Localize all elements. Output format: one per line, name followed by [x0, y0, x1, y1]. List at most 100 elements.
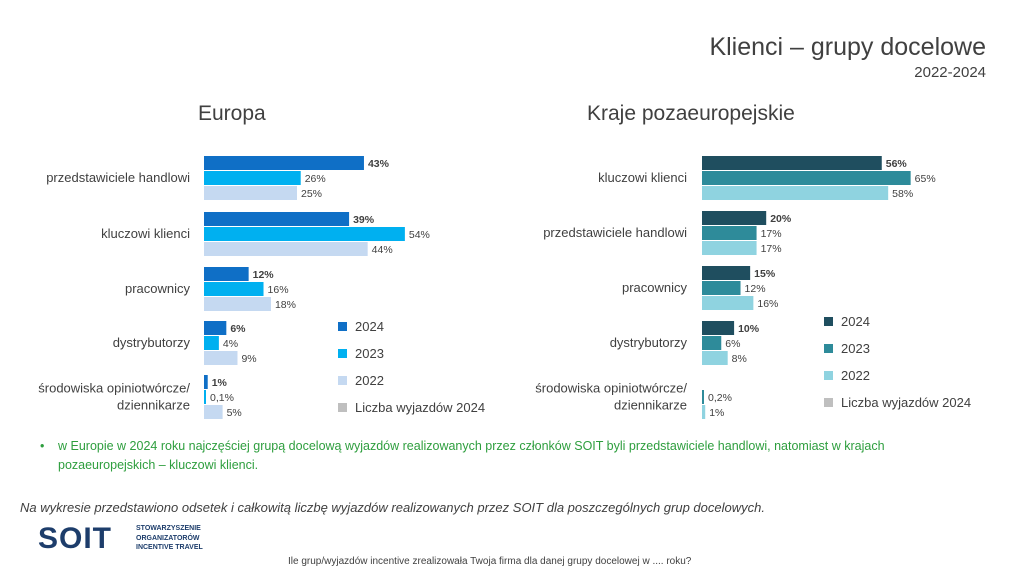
category-label-line: dystrybutorzy: [610, 335, 688, 350]
data-label: 8%: [732, 353, 747, 365]
bar-2022: [204, 351, 238, 365]
europe-legend: 2024 2023 2022 Liczba wyjazdów 2024: [338, 313, 485, 421]
logo-line: INCENTIVE TRAVEL: [136, 544, 203, 551]
bar-2022: [702, 241, 757, 255]
bar-2022: [702, 351, 728, 365]
category-label: dystrybutorzy: [610, 335, 688, 350]
category-label-line: kluczowi klienci: [598, 170, 687, 185]
data-label: 65%: [915, 173, 936, 185]
bar-2024: [204, 321, 227, 335]
summary-text: w Europie w 2024 roku najczęściej grupą …: [58, 439, 885, 472]
data-label: 17%: [761, 243, 782, 255]
summary-bullet: • w Europie w 2024 roku najczęściej grup…: [40, 437, 900, 475]
category-label-line: przedstawiciele handlowi: [543, 225, 687, 240]
bar-2022: [204, 297, 271, 311]
legend-item-2023: 2023: [338, 340, 485, 367]
bar-2023: [204, 336, 219, 350]
bar-2023: [702, 226, 757, 240]
data-label: 1%: [212, 377, 228, 389]
category-label-line: dziennikarze: [614, 398, 687, 413]
bar-2024: [702, 211, 767, 225]
category-label-line: dystrybutorzy: [113, 335, 191, 350]
bar-2023: [702, 281, 741, 295]
data-label: 0,1%: [210, 392, 234, 404]
data-label: 54%: [409, 229, 430, 241]
bar-2023: [702, 390, 704, 404]
bar-2023: [702, 171, 911, 185]
logo-wordmark: SOIT: [38, 522, 113, 555]
category-label-line: przedstawiciele handlowi: [46, 170, 190, 185]
legend-label: 2023: [841, 341, 870, 356]
legend-swatch: [824, 398, 833, 407]
legend-swatch: [338, 403, 347, 412]
data-label: 12%: [745, 283, 766, 295]
legend-label: Liczba wyjazdów 2024: [355, 400, 486, 415]
europe-chart-title: Europa: [198, 102, 266, 125]
category-label: kluczowi klienci: [101, 226, 190, 241]
bar-2024: [204, 267, 249, 281]
data-label: 20%: [770, 213, 792, 225]
bar-2023: [204, 282, 264, 296]
data-label: 10%: [738, 323, 760, 335]
data-label: 4%: [223, 338, 238, 350]
category-label: przedstawiciele handlowi: [46, 170, 190, 185]
legend-label: 2024: [841, 314, 870, 329]
non-europe-legend: 2024 2023 2022 Liczba wyjazdów 2024: [824, 308, 971, 416]
category-label-line: środowiska opiniotwórcze/: [38, 381, 190, 396]
legend-swatch: [824, 317, 833, 326]
survey-question: Ile grup/wyjazdów incentive zrealizowała…: [288, 556, 692, 567]
data-label: 43%: [368, 158, 390, 170]
category-label-line: dziennikarze: [117, 398, 190, 413]
category-label: pracownicy: [622, 280, 688, 295]
legend-label: 2022: [841, 368, 870, 383]
category-label: przedstawiciele handlowi: [543, 225, 687, 240]
legend-swatch: [824, 371, 833, 380]
logo-tagline: STOWARZYSZENIE ORGANIZATORÓW INCENTIVE T…: [136, 524, 203, 553]
legend-label: Liczba wyjazdów 2024: [841, 395, 972, 410]
legend-item-trips: Liczba wyjazdów 2024: [824, 389, 971, 416]
bar-2022: [702, 296, 754, 310]
data-label: 39%: [353, 214, 375, 226]
data-label: 15%: [754, 268, 776, 280]
data-label: 56%: [886, 158, 908, 170]
data-label: 17%: [761, 228, 782, 240]
data-label: 26%: [305, 173, 326, 185]
logo-line: ORGANIZATORÓW: [136, 534, 200, 542]
legend-item-2022: 2022: [338, 367, 485, 394]
data-label: 6%: [230, 323, 246, 335]
bar-2024: [204, 375, 208, 389]
bar-2023: [702, 336, 722, 350]
chart-note: Na wykresie przedstawiono odsetek i całk…: [20, 500, 765, 515]
legend-item-2024: 2024: [824, 308, 971, 335]
bar-2024: [702, 321, 735, 335]
legend-swatch: [338, 322, 347, 331]
data-label: 6%: [725, 338, 740, 350]
category-label: kluczowi klienci: [598, 170, 687, 185]
data-label: 9%: [241, 353, 256, 365]
bullet-marker: •: [40, 439, 45, 453]
legend-label: 2024: [355, 319, 384, 334]
category-label: środowiska opiniotwórcze/dziennikarze: [38, 381, 190, 413]
data-label: 5%: [227, 407, 242, 419]
data-label: 1%: [709, 407, 724, 419]
bar-2023: [204, 171, 301, 185]
bar-2024: [702, 156, 882, 170]
bar-2024: [204, 212, 350, 226]
category-label: dystrybutorzy: [113, 335, 191, 350]
non-europe-chart-title: Kraje pozaeuropejskie: [587, 102, 795, 125]
bar-2022: [702, 405, 706, 419]
data-label: 12%: [253, 269, 275, 281]
data-label: 16%: [268, 284, 289, 296]
legend-item-trips: Liczba wyjazdów 2024: [338, 394, 485, 421]
legend-item-2022: 2022: [824, 362, 971, 389]
bar-2023: [204, 390, 206, 404]
data-label: 58%: [892, 188, 913, 200]
bar-2024: [702, 266, 751, 280]
data-label: 16%: [757, 298, 778, 310]
bar-2022: [204, 186, 297, 200]
legend-swatch: [824, 344, 833, 353]
category-label-line: kluczowi klienci: [101, 226, 190, 241]
page-title: Klienci – grupy docelowe: [709, 33, 986, 61]
